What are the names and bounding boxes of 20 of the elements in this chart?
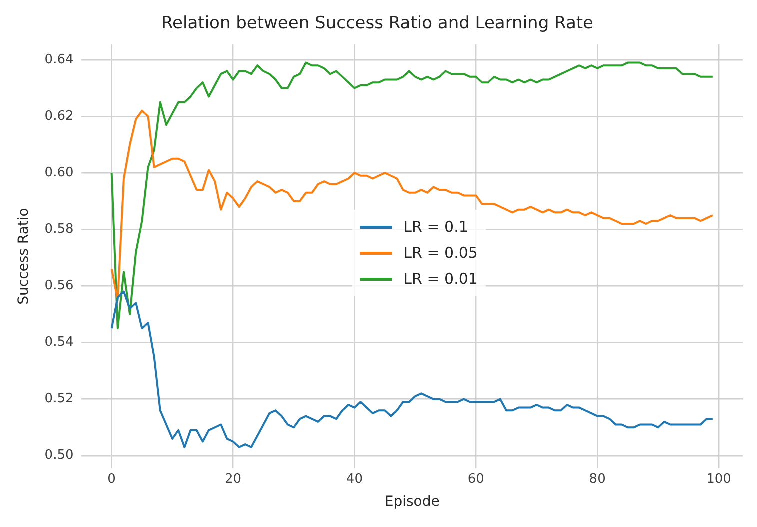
y-tick-label: 0.52: [44, 392, 74, 407]
chart-title: Relation between Success Ratio and Learning Rate: [162, 14, 594, 34]
y-tick-label: 0.62: [44, 108, 74, 124]
x-tick-label: 60: [468, 472, 484, 487]
legend-label: LR = 0.01: [404, 270, 478, 288]
x-tick-label: 80: [589, 472, 606, 487]
y-tick-label: 0.54: [44, 335, 74, 350]
x-tick-label: 100: [706, 472, 732, 487]
y-tick-label: 0.50: [44, 448, 74, 464]
x-axis-title: Episode: [384, 494, 440, 510]
legend-label: LR = 0.1: [404, 218, 468, 236]
y-axis-title: Success Ratio: [16, 208, 32, 305]
y-tick-label: 0.64: [44, 52, 74, 68]
x-tick-label: 40: [346, 472, 363, 487]
y-tick-label: 0.60: [44, 165, 74, 180]
x-tick-label: 20: [224, 472, 242, 487]
y-tick-label: 0.56: [44, 278, 74, 294]
y-tick-label: 0.58: [44, 222, 74, 238]
legend-label: LR = 0.05: [404, 244, 478, 262]
x-tick-label: 0: [108, 472, 116, 487]
